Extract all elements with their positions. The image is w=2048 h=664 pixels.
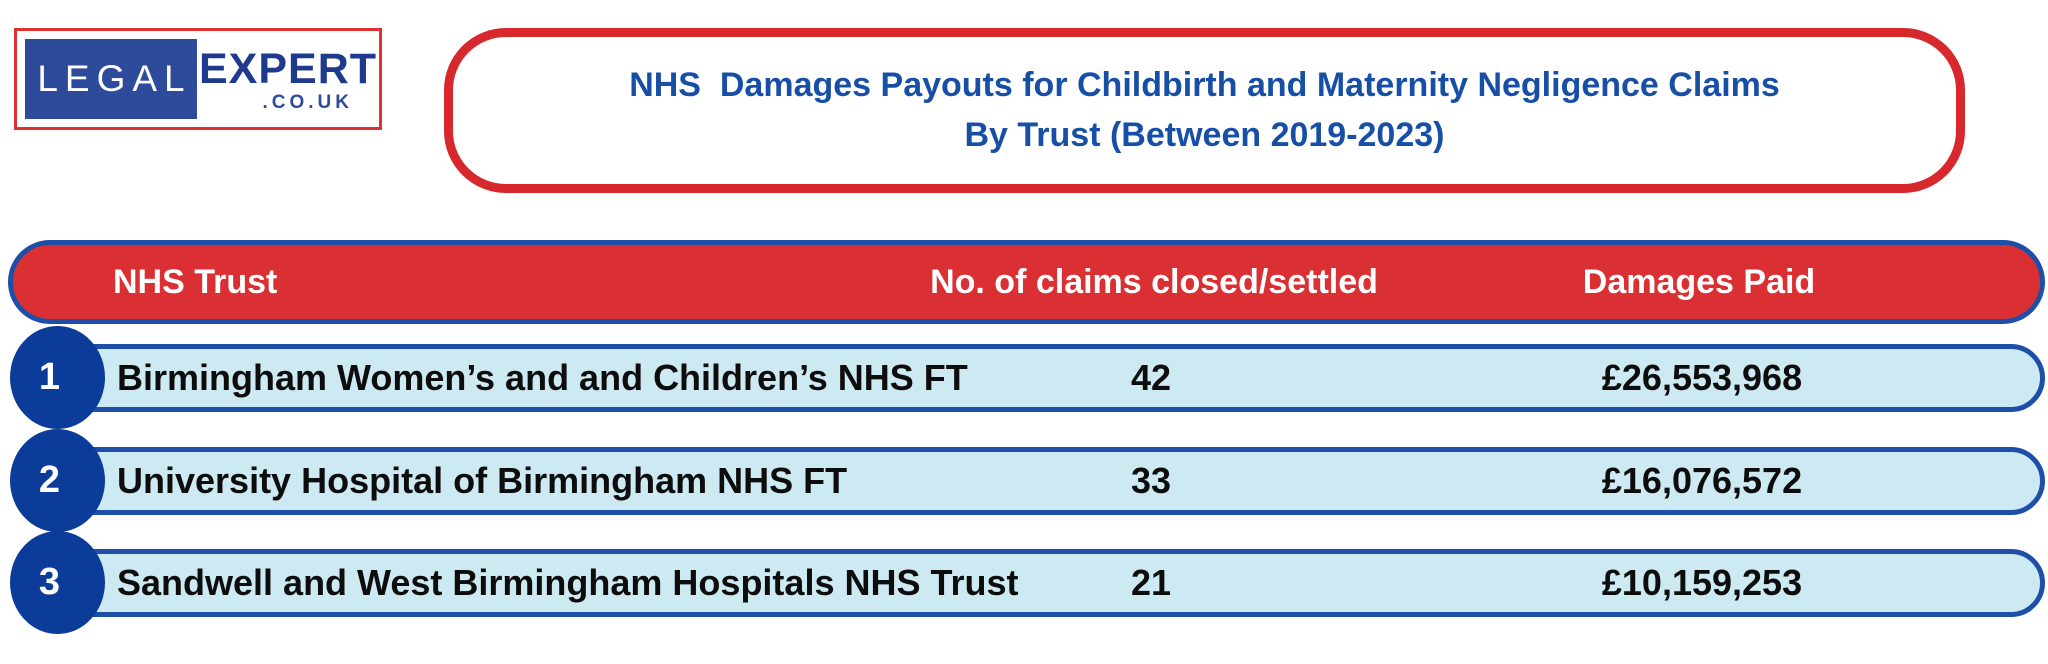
page-title-line-2: By Trust (Between 2019-2023) <box>964 115 1445 154</box>
table-row: Sandwell and West Birmingham Hospitals N… <box>58 549 2045 617</box>
table-header-bar: NHS Trust No. of claims closed/settled D… <box>8 240 2045 324</box>
rank-badge: 1 <box>10 326 105 429</box>
trust-name: Birmingham Women’s and and Children’s NH… <box>117 357 968 398</box>
legal-expert-logo: LEGAL EXPERT .CO.UK <box>14 28 382 130</box>
damages-value: £16,076,572 <box>1601 460 1803 501</box>
logo-blue-panel: LEGAL <box>25 39 197 119</box>
rank-number: 3 <box>38 561 61 603</box>
rank-badge: 2 <box>10 429 105 532</box>
claims-value: 33 <box>1130 460 1172 501</box>
logo-word-expert: EXPERT <box>198 44 378 93</box>
claims-value: 21 <box>1130 562 1172 603</box>
table-row: Birmingham Women’s and and Children’s NH… <box>58 344 2045 412</box>
table-row: University Hospital of Birmingham NHS FT… <box>58 447 2045 515</box>
damages-value: £10,159,253 <box>1601 562 1803 603</box>
logo-word-legal: LEGAL <box>37 58 192 99</box>
trust-name: Sandwell and West Birmingham Hospitals N… <box>117 562 1019 603</box>
rank-number: 1 <box>38 356 61 398</box>
page-title-line-1: NHS Damages Payouts for Childbirth and M… <box>629 66 1780 105</box>
trust-name: University Hospital of Birmingham NHS FT <box>117 460 848 501</box>
damages-value: £26,553,968 <box>1601 357 1803 398</box>
column-header-damages: Damages Paid <box>1582 262 1816 301</box>
column-header-claims: No. of claims closed/settled <box>930 262 1378 301</box>
rank-number: 2 <box>38 459 61 501</box>
rank-badge: 3 <box>10 531 105 634</box>
logo-suffix-couk: .CO.UK <box>262 91 353 113</box>
claims-value: 42 <box>1130 357 1172 398</box>
logo-right-panel: EXPERT .CO.UK <box>197 31 379 127</box>
column-header-nhs-trust: NHS Trust <box>113 262 278 301</box>
title-box: NHS Damages Payouts for Childbirth and M… <box>444 28 1965 193</box>
